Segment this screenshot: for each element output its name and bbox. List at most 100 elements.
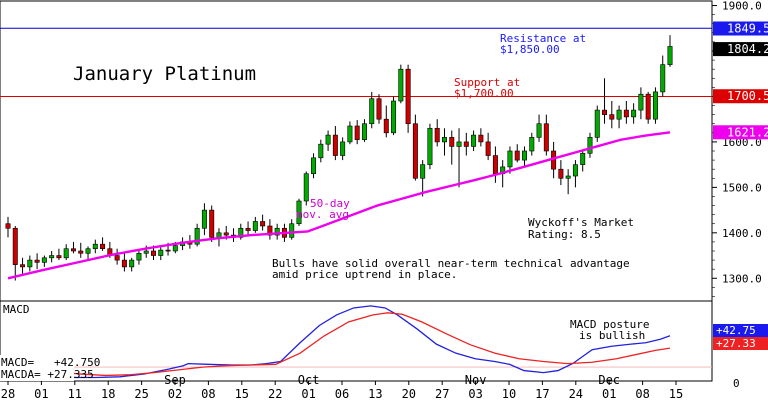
x-tick-label: 01 [34,387,48,401]
candle-body [143,250,149,254]
candle-body [492,155,498,175]
candle-body [114,255,120,261]
candle-body [194,227,200,245]
candle-body [565,175,571,179]
candle-body [289,223,295,238]
macd-panel-label: MACD [3,303,30,316]
macd-badge-bg [713,324,768,337]
x-tick-label: 08 [635,387,649,401]
candle-body [660,64,666,93]
candle-body [332,134,338,156]
resistance-label-line2: $1,850.00 [500,43,560,56]
candle-body [172,245,178,252]
price-badges: 1849.5 1804.2 1700.5 1621.2 [713,21,768,140]
candlesticks [5,35,673,281]
x-tick-label: 20 [402,387,416,401]
candle-body [34,259,40,263]
candle-body [383,118,389,134]
candle-body [609,114,615,120]
candle-body [572,164,578,177]
candle-body [325,134,331,145]
candle-body [252,221,258,231]
candle-body [667,46,673,65]
candle-body [296,200,302,225]
y-tick-label: 1300.0 [722,272,762,285]
x-tick-label: 08 [201,387,215,401]
candle-body [158,249,164,256]
candle-body [463,141,469,147]
x-tick-label: 24 [569,387,583,401]
support-label-line1: Support at [454,76,520,89]
x-tick-label: 27 [435,387,449,401]
macda-badge-bg [713,337,768,350]
ma-line [7,131,671,280]
candle-body [201,209,207,229]
candle-body [209,209,215,238]
badge-support-bg [713,89,768,104]
candle-body [543,123,549,152]
candle-body [216,232,222,238]
candle-body [165,249,171,252]
candle-body [260,221,266,227]
candle-body [594,109,600,138]
candle-body [136,252,142,261]
candle-body [522,150,527,161]
rating-line1: Wyckoff's Market [528,216,634,229]
candle-body [92,243,98,250]
y-tick-label: 1500.0 [722,181,762,194]
candle-body [311,157,317,175]
candle-body [485,141,491,156]
x-tick-label: 02 [168,387,182,401]
badge-ma-bg [713,125,768,140]
month-label: Oct [298,373,320,387]
candle-body [245,227,251,231]
candle-body [529,137,535,152]
x-tick-label: 03 [468,387,482,401]
resistance-label-line1: Resistance at [500,32,586,45]
candle-body [369,98,375,125]
macd-readout-box [0,355,74,381]
x-tick-label: 18 [101,387,115,401]
x-tick-label: 01 [602,387,616,401]
candle-body [238,227,244,238]
candle-body [587,137,593,154]
x-tick-label: 06 [335,387,349,401]
candle-body [398,68,404,102]
x-tick-label: 17 [535,387,549,401]
x-tick-label: 15 [669,387,683,401]
reference-lines [0,27,712,97]
candle-body [303,173,309,202]
ma-label-line2: mov. avg [296,208,349,221]
macd-note-line1: MACD posture [570,318,649,331]
summary-line1: Bulls have solid overall near-term techn… [272,257,630,270]
candle-body [507,150,513,168]
candle-body [471,134,477,147]
candle-body [63,248,69,259]
candle-body [412,123,418,179]
rating-line2: Rating: 8.5 [528,228,601,241]
candle-body [70,248,76,252]
y-tick-label: 1400.0 [722,227,762,240]
month-label: Nov [465,373,487,387]
candle-body [405,68,411,125]
support-label-line2: $1,700.00 [454,87,514,100]
candle-body [20,264,26,268]
candle-body [85,248,91,254]
candle-body [514,150,520,161]
x-tick-label: 25 [134,387,148,401]
x-tick-label: 13 [368,387,382,401]
candle-body [602,109,608,115]
badge-last-bg [713,42,768,57]
candle-body [41,257,47,263]
badge-ma: 1621.2 [727,125,768,139]
x-tick-label: 28 [1,387,15,401]
candle-body [274,227,280,236]
candle-body [456,141,462,147]
x-tick-label: 11 [68,387,82,401]
candle-body [12,227,18,265]
candle-body [129,259,135,268]
candle-body [354,125,360,140]
x-tick-label: 22 [268,387,282,401]
macd-readout: MACD= +42.750 [1,356,100,369]
badge-resistance-bg [713,21,768,36]
